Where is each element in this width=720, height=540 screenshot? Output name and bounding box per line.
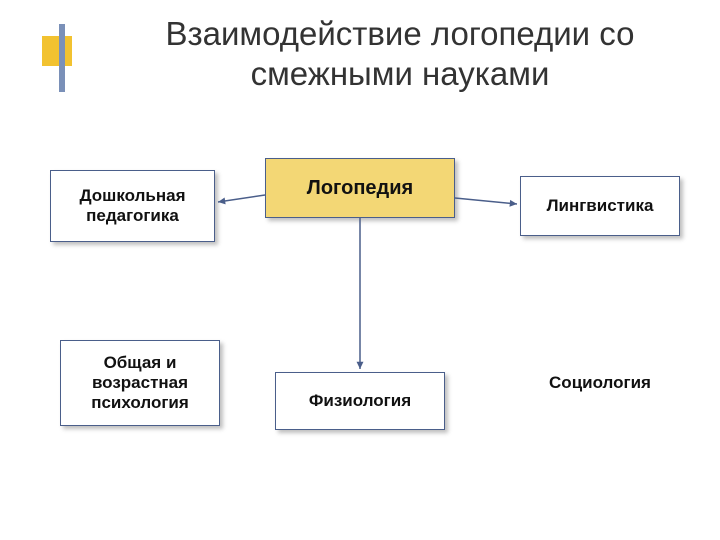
node-right-top-label: Лингвистика	[547, 196, 654, 216]
node-right-bottom-label: Социология	[549, 373, 651, 393]
page-title: Взаимодействие логопедии со смежными нау…	[100, 14, 700, 93]
node-right-bottom: Социология	[520, 356, 680, 410]
node-center-label: Логопедия	[307, 177, 413, 200]
node-left-top: Дошкольная педагогика	[50, 170, 215, 242]
node-right-top: Лингвистика	[520, 176, 680, 236]
node-bottom-label: Физиология	[309, 391, 411, 411]
bullet-bar	[59, 24, 65, 92]
node-left-bottom: Общая и возрастная психология	[60, 340, 220, 426]
node-center: Логопедия	[265, 158, 455, 218]
bullet-square	[42, 36, 72, 66]
title-bullet	[42, 24, 82, 84]
node-left-bottom-label: Общая и возрастная психология	[61, 353, 219, 413]
node-left-top-label: Дошкольная педагогика	[51, 186, 214, 226]
node-bottom: Физиология	[275, 372, 445, 430]
